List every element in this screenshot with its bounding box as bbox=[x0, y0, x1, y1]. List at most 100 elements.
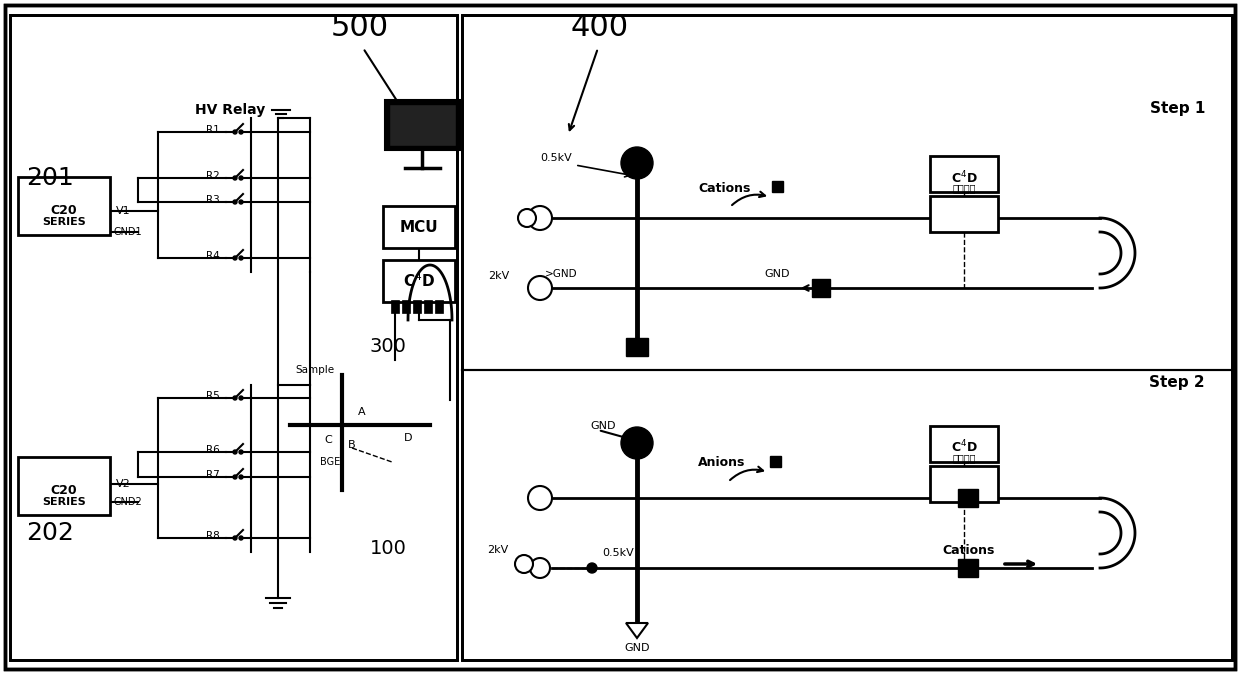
Bar bbox=[959, 559, 978, 577]
Text: BGE: BGE bbox=[320, 457, 340, 467]
Circle shape bbox=[233, 475, 237, 479]
Bar bbox=[383, 260, 455, 302]
Bar bbox=[463, 15, 1233, 660]
Circle shape bbox=[233, 450, 237, 454]
Text: 202: 202 bbox=[26, 521, 74, 545]
Bar bbox=[10, 15, 458, 660]
Circle shape bbox=[239, 130, 243, 134]
Circle shape bbox=[239, 176, 243, 180]
Bar bbox=[626, 338, 649, 356]
Text: HV Relay: HV Relay bbox=[195, 103, 265, 117]
Circle shape bbox=[233, 200, 237, 204]
Circle shape bbox=[518, 209, 536, 227]
Bar bbox=[959, 489, 978, 507]
Bar bbox=[389, 104, 456, 146]
Text: 检测区域: 检测区域 bbox=[952, 453, 976, 463]
Circle shape bbox=[587, 563, 596, 573]
Bar bbox=[391, 300, 399, 313]
Text: C$^4$D: C$^4$D bbox=[951, 170, 977, 186]
Circle shape bbox=[233, 536, 237, 540]
Text: R7: R7 bbox=[206, 470, 219, 480]
Bar bbox=[19, 177, 110, 235]
Text: C20: C20 bbox=[51, 204, 77, 216]
Circle shape bbox=[233, 396, 237, 400]
Text: Anions: Anions bbox=[698, 456, 745, 470]
Text: GND: GND bbox=[590, 421, 615, 431]
Circle shape bbox=[233, 176, 237, 180]
Text: 检测区域: 检测区域 bbox=[952, 183, 976, 193]
Circle shape bbox=[239, 450, 243, 454]
Text: >GND: >GND bbox=[546, 269, 578, 279]
Bar bbox=[384, 100, 460, 150]
Text: 500: 500 bbox=[331, 13, 389, 42]
Text: R4: R4 bbox=[206, 251, 219, 261]
Bar bbox=[10, 15, 458, 660]
Bar bbox=[930, 426, 998, 462]
Text: R5: R5 bbox=[206, 391, 219, 401]
Bar bbox=[424, 300, 432, 313]
Bar bbox=[463, 15, 1233, 660]
Text: 0.5kV: 0.5kV bbox=[601, 548, 634, 558]
Text: D: D bbox=[404, 433, 412, 443]
Bar bbox=[812, 279, 830, 297]
Circle shape bbox=[239, 256, 243, 260]
Bar bbox=[770, 456, 781, 467]
Text: B: B bbox=[348, 440, 356, 450]
Text: R6: R6 bbox=[206, 445, 219, 455]
Text: R3: R3 bbox=[206, 195, 219, 205]
Text: V1: V1 bbox=[117, 206, 130, 216]
Bar bbox=[413, 300, 422, 313]
Circle shape bbox=[621, 427, 653, 459]
Text: R1: R1 bbox=[206, 125, 219, 135]
Text: GND1: GND1 bbox=[113, 227, 141, 237]
Bar bbox=[773, 181, 782, 192]
Circle shape bbox=[528, 206, 552, 230]
Text: GND2: GND2 bbox=[113, 497, 141, 507]
Text: Cations: Cations bbox=[942, 543, 994, 557]
Bar bbox=[402, 300, 410, 313]
Bar bbox=[930, 156, 998, 192]
Circle shape bbox=[233, 130, 237, 134]
Circle shape bbox=[233, 256, 237, 260]
Bar bbox=[19, 457, 110, 515]
Bar bbox=[383, 206, 455, 248]
Circle shape bbox=[528, 276, 552, 300]
Polygon shape bbox=[626, 623, 649, 638]
Text: SERIES: SERIES bbox=[42, 217, 86, 227]
Text: C20: C20 bbox=[51, 483, 77, 497]
Text: MCU: MCU bbox=[399, 220, 438, 235]
Text: C: C bbox=[324, 435, 332, 445]
Text: SERIES: SERIES bbox=[42, 497, 86, 507]
Text: 400: 400 bbox=[570, 13, 629, 42]
Text: Step 2: Step 2 bbox=[1149, 375, 1205, 390]
Text: C$^4$D: C$^4$D bbox=[951, 439, 977, 456]
Text: R2: R2 bbox=[206, 171, 219, 181]
Text: GND: GND bbox=[765, 269, 790, 279]
Circle shape bbox=[239, 536, 243, 540]
Text: 100: 100 bbox=[370, 539, 407, 557]
Circle shape bbox=[239, 396, 243, 400]
Text: C$^4$D: C$^4$D bbox=[403, 272, 435, 290]
Text: 300: 300 bbox=[370, 338, 407, 357]
Bar bbox=[435, 300, 443, 313]
Text: R8: R8 bbox=[206, 531, 219, 541]
Text: 2kV: 2kV bbox=[489, 271, 510, 281]
Text: GND: GND bbox=[624, 643, 650, 653]
Circle shape bbox=[621, 147, 653, 179]
Circle shape bbox=[528, 486, 552, 510]
Text: Sample: Sample bbox=[295, 365, 334, 375]
Text: A: A bbox=[358, 407, 366, 417]
Text: 0.5kV: 0.5kV bbox=[539, 153, 572, 163]
Text: 201: 201 bbox=[26, 166, 74, 190]
Circle shape bbox=[515, 555, 533, 573]
Text: Cations: Cations bbox=[698, 181, 750, 195]
Text: Step 1: Step 1 bbox=[1149, 100, 1205, 115]
Bar bbox=[1121, 249, 1135, 257]
Circle shape bbox=[239, 200, 243, 204]
Text: 2kV: 2kV bbox=[487, 545, 508, 555]
Circle shape bbox=[239, 475, 243, 479]
Circle shape bbox=[529, 558, 551, 578]
Bar bbox=[930, 466, 998, 502]
Bar bbox=[930, 196, 998, 232]
Text: V2: V2 bbox=[117, 479, 130, 489]
